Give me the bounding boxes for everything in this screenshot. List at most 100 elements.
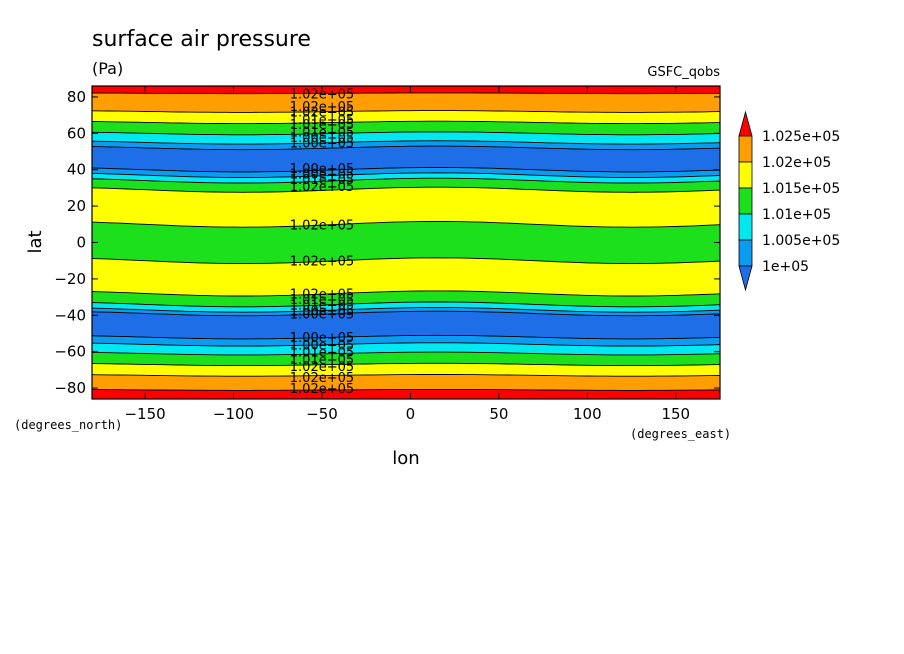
- contour-label: 1.02e+05: [290, 105, 354, 120]
- colorbar-label: 1e+05: [762, 259, 809, 275]
- pressure-band-10: [92, 187, 720, 228]
- colorbar-swatch: [738, 187, 753, 215]
- contour-label: 1.01e+05: [290, 298, 354, 313]
- colorbar-label: 1.025e+05: [762, 129, 840, 145]
- contour-lines: [91, 92, 721, 391]
- pressure-band-15: [92, 307, 720, 316]
- pressure-band-22: [92, 389, 720, 399]
- pressure-band-3: [92, 121, 720, 135]
- pressure-band-5: [92, 140, 720, 150]
- pressure-band-2: [92, 110, 720, 124]
- contour-label: 1.00e+05: [290, 167, 354, 182]
- contour-line: [92, 388, 720, 391]
- colorbar-swatch: [738, 239, 753, 267]
- contour-label: 1.01e+05: [290, 125, 354, 140]
- pressure-band-20: [92, 363, 720, 377]
- x-tick-label: 50: [489, 405, 508, 423]
- x-tick-label: −50: [306, 405, 338, 423]
- contour-line: [91, 172, 721, 178]
- contour-line: [91, 374, 721, 377]
- contour-label: 1.00e+05: [290, 307, 354, 322]
- colorbar: 1.025e+05 1.02e+05 1.015e+05 1.01e+05 1.005e…: [738, 110, 840, 292]
- y-tick-label: 60: [67, 124, 86, 142]
- contour-line: [91, 362, 721, 367]
- x-axis-unit: (degrees_east): [630, 427, 731, 441]
- x-tick-label: 150: [661, 405, 690, 423]
- contour-line: [92, 92, 721, 95]
- pressure-band-21: [92, 374, 720, 391]
- pressure-band-14: [92, 302, 720, 313]
- contour-label: 1.00e+05: [290, 304, 354, 319]
- x-tick-label: 100: [573, 405, 602, 423]
- contour-label: 1.02e+05: [290, 287, 354, 302]
- x-tick-label: −100: [213, 405, 254, 423]
- x-axis-ticks: −150 −100 −50 0 50 100 150: [124, 86, 690, 423]
- contour-line: [91, 167, 721, 173]
- y-tick-label: −60: [54, 343, 86, 361]
- colorbar-label: 1.01e+05: [762, 207, 831, 223]
- contour-label: 1.02e+05: [290, 100, 354, 115]
- y-axis-ticks: −80 −60 −40 −20 0 20 40 60 80: [54, 88, 720, 397]
- y-tick-label: 20: [67, 197, 86, 215]
- contour-line: [91, 342, 721, 347]
- contour-line: [91, 290, 721, 297]
- contour-line: [91, 307, 721, 313]
- contour-label: 1.01e+05: [290, 346, 354, 361]
- colorbar-label: 1.005e+05: [762, 233, 840, 249]
- contour-line: [91, 351, 721, 356]
- x-tick-label: −150: [124, 405, 165, 423]
- y-tick-label: −80: [54, 379, 86, 397]
- pressure-band-0: [92, 86, 720, 94]
- contour-label: 1.00e+05: [290, 338, 354, 353]
- contour-line: [91, 177, 721, 184]
- contour-label: 1.00e+05: [290, 162, 354, 177]
- colorbar-swatch: [738, 213, 753, 241]
- y-tick-label: −20: [54, 270, 86, 288]
- y-axis-label: lat: [25, 230, 46, 253]
- source-label: GSFC_qobs: [647, 65, 720, 80]
- contour-label: 1.01e+05: [290, 113, 354, 128]
- pressure-band-11: [92, 221, 720, 264]
- y-tick-label: 80: [67, 88, 86, 106]
- y-tick-label: 40: [67, 161, 86, 179]
- y-tick-label: −40: [54, 306, 86, 324]
- pressure-band-1: [92, 92, 720, 113]
- contour-label: 1.02e+05: [290, 87, 354, 102]
- contour-label: 1.02e+05: [290, 382, 354, 397]
- pressure-band-16: [92, 311, 720, 339]
- contour-line: [91, 110, 721, 113]
- x-tick-label: 0: [406, 405, 416, 423]
- contour-label: 1.02e+05: [290, 255, 354, 270]
- contour-line: [91, 131, 721, 136]
- contour-label: 1.02e+05: [290, 371, 354, 386]
- chart-title: surface air pressure: [92, 27, 311, 52]
- contour-label: 1.02e+05: [290, 218, 354, 233]
- x-axis-label: lon: [392, 448, 419, 469]
- contour-labels: 1.02e+051.02e+051.02e+051.01e+051.01e+05…: [290, 87, 354, 397]
- pressure-band-12: [92, 257, 720, 296]
- y-axis-unit: (degrees_north): [14, 418, 122, 432]
- colorbar-swatch: [738, 161, 753, 189]
- pressure-band-18: [92, 342, 720, 355]
- colorbar-label: 1.02e+05: [762, 155, 831, 171]
- contour-line: [91, 140, 721, 145]
- contour-label: 1.00e+05: [290, 331, 354, 346]
- chart-units: (Pa): [92, 59, 123, 78]
- contour-line: [91, 220, 721, 228]
- contour-line: [91, 310, 721, 317]
- pressure-band-7: [92, 167, 720, 178]
- contour-line: [91, 334, 721, 340]
- contour-label: 1.01e+05: [290, 118, 354, 133]
- pressure-band-6: [92, 146, 720, 172]
- pressure-band-19: [92, 352, 720, 366]
- pressure-band-8: [92, 172, 720, 183]
- contour-label: 1.00e+05: [290, 136, 354, 151]
- y-tick-label: 0: [76, 234, 86, 252]
- contour-line: [91, 301, 721, 308]
- colorbar-swatch: [738, 135, 753, 163]
- contour-label: 1.02e+05: [290, 180, 354, 195]
- colorbar-max-arrow: [738, 110, 753, 137]
- contour-label: 1.00e+05: [290, 131, 354, 146]
- colorbar-label: 1.015e+05: [762, 181, 840, 197]
